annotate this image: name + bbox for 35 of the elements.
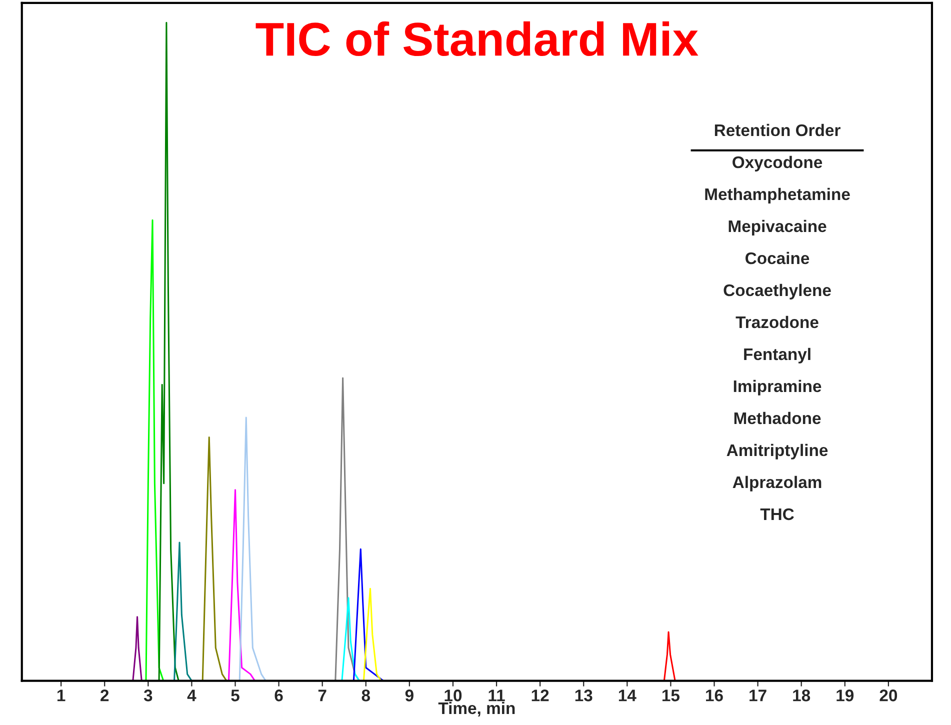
x-tick-label: 9: [405, 690, 414, 702]
x-tick-label: 4: [187, 690, 196, 702]
x-tick-label: 8: [362, 690, 370, 702]
annotation: Mepivacaine: [728, 220, 826, 236]
x-tick-label: 10: [444, 690, 462, 702]
chart-title: TIC of Standard Mix: [256, 21, 698, 56]
annotation: Methadone: [734, 412, 821, 424]
annotation: Oxycodone: [732, 156, 822, 172]
x-tick-label: 11: [488, 690, 505, 702]
x-tick-label: 18: [793, 690, 810, 702]
annotation: Retention Order: [714, 124, 840, 136]
annotation: Methamphetamine: [705, 188, 850, 204]
x-tick-label: 5: [231, 690, 240, 702]
annotation: Trazodone: [736, 316, 818, 328]
annotation: Fentanyl: [744, 348, 810, 364]
x-tick-label: 19: [836, 690, 854, 702]
x-tick-label: 3: [144, 690, 152, 702]
x-tick-label: 20: [880, 690, 898, 702]
annotation: Cocaethylene: [724, 284, 831, 300]
annotation: Alprazolam: [732, 476, 822, 492]
x-tick-label: 15: [662, 690, 680, 702]
x-tick-label: 17: [750, 690, 766, 702]
x-tick-label: 1: [57, 690, 66, 702]
x-tick-label: 16: [706, 690, 723, 702]
annotation: Imipramine: [734, 380, 822, 396]
annotation: Cocaine: [746, 252, 810, 264]
x-tick-label: 13: [575, 690, 592, 702]
annotation: THC: [760, 508, 794, 520]
x-axis-title: Time, min: [438, 702, 515, 717]
x-tick-label: 7: [318, 690, 326, 702]
x-tick-label: 6: [274, 690, 283, 702]
x-tick-label: 12: [532, 690, 549, 702]
x-tick-label: 14: [618, 690, 636, 702]
x-tick-label: 2: [100, 690, 109, 702]
annotation: Amitriptyline: [726, 444, 828, 460]
